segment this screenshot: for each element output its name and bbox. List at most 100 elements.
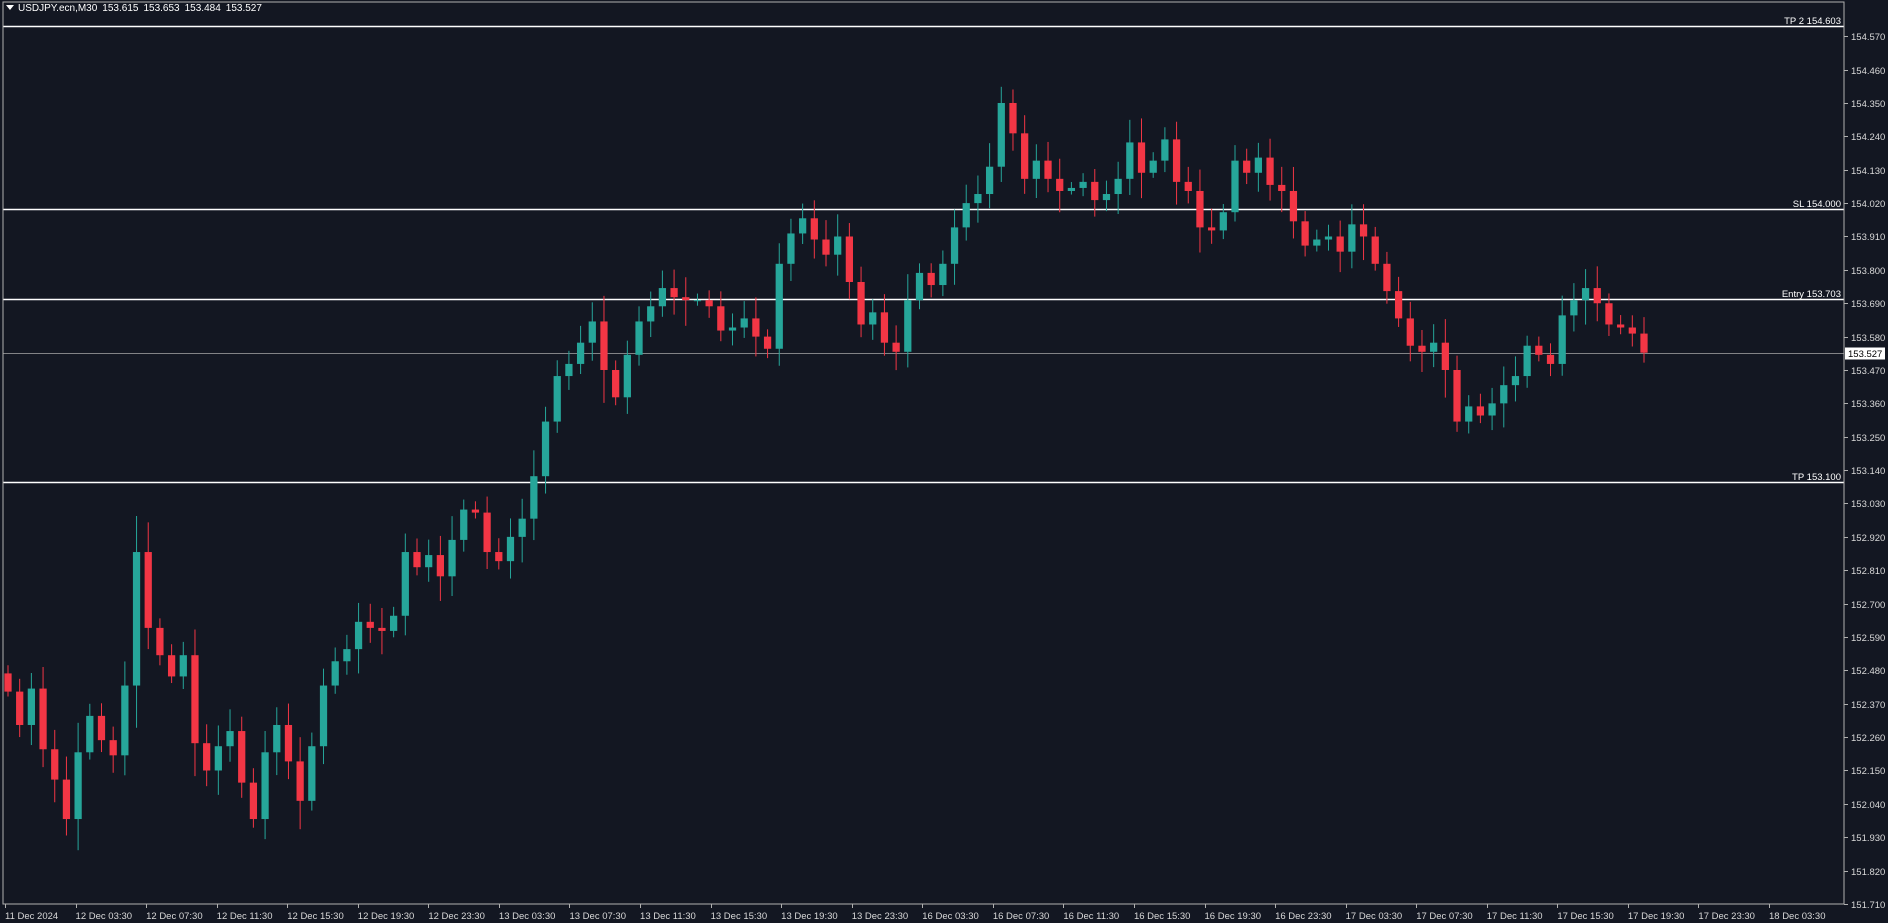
candle-body [950, 227, 959, 264]
price-tick-label: 154.240 [1851, 132, 1885, 143]
candle-body [495, 552, 503, 562]
candle-body [799, 218, 807, 234]
time-tick-label: 17 Dec 07:30 [1416, 911, 1473, 922]
price-tick-label: 154.570 [1851, 32, 1885, 43]
candle-body [191, 655, 199, 744]
candle-body [1628, 327, 1636, 334]
candle-body [1172, 139, 1181, 182]
candle-body [1114, 178, 1122, 195]
candle-body [1394, 291, 1403, 319]
price-tick-label: 152.810 [1851, 566, 1885, 577]
time-tick-label: 13 Dec 15:30 [711, 911, 768, 922]
candle-body [1359, 224, 1368, 237]
candle-body [1617, 324, 1625, 328]
candle-body [1102, 194, 1111, 201]
candle-body [962, 203, 970, 228]
candle-body [249, 782, 258, 820]
candle-body [1535, 345, 1543, 355]
candle-body [51, 749, 59, 780]
time-tick-label: 12 Dec 03:30 [76, 911, 133, 922]
price-tick-label: 153.470 [1851, 366, 1885, 377]
candle-body [974, 194, 982, 204]
candle-body [366, 621, 374, 628]
candle-body [308, 746, 316, 801]
candle-body [1044, 160, 1052, 179]
candle-body [1605, 303, 1613, 325]
candle-body [985, 166, 994, 195]
candle-body [1196, 190, 1204, 228]
candle-body [1254, 157, 1262, 173]
candle-body [623, 354, 631, 398]
time-tick-label: 16 Dec 23:30 [1275, 911, 1332, 922]
candle-body [4, 673, 12, 692]
candle-body [857, 282, 865, 325]
price-tick-label: 153.250 [1851, 433, 1885, 444]
low-value: 153.484 [184, 3, 221, 14]
candle-body [845, 236, 853, 283]
candle-body [343, 649, 351, 662]
price-tick-label: 152.480 [1851, 666, 1885, 677]
candle-body [1488, 403, 1496, 416]
candle-body [39, 688, 47, 750]
candle-body [647, 306, 655, 322]
price-tick-label: 152.700 [1851, 600, 1885, 611]
candle-body [1441, 342, 1449, 370]
candle-body [1137, 142, 1146, 173]
candle-body [296, 761, 304, 801]
candle-body [1593, 288, 1601, 304]
time-tick-label: 16 Dec 19:30 [1205, 911, 1262, 922]
price-tick-label: 152.370 [1851, 700, 1885, 711]
candle-body [460, 509, 468, 540]
candle-body [612, 369, 620, 398]
candle-body [728, 327, 737, 331]
price-tick-label: 154.130 [1851, 166, 1885, 177]
candle-body [413, 552, 421, 568]
price-tick-label: 153.910 [1851, 232, 1885, 243]
candle-body [822, 239, 830, 255]
time-tick-label: 12 Dec 07:30 [146, 911, 203, 922]
menu-triangle-icon[interactable] [6, 5, 14, 10]
candle-body [1243, 160, 1251, 173]
candle-body [1581, 288, 1590, 301]
candle-body [471, 509, 480, 513]
candle-body [1289, 190, 1298, 222]
candle-body [904, 300, 912, 352]
candle-body [273, 724, 281, 753]
candle-body [27, 688, 35, 725]
candle-body [203, 743, 211, 771]
price-tick-label: 153.030 [1851, 499, 1885, 510]
candle-body [763, 336, 772, 349]
candle-body [62, 779, 71, 820]
candle-body [752, 318, 760, 337]
price-tick-label: 152.150 [1851, 766, 1885, 777]
candle-body [541, 421, 550, 477]
candle-body [97, 715, 106, 741]
time-tick-label: 12 Dec 11:30 [217, 911, 273, 922]
time-tick-label: 13 Dec 07:30 [569, 911, 626, 922]
candle-body [132, 552, 141, 686]
candle-body [1219, 212, 1227, 231]
candle-body [1465, 406, 1473, 422]
candle-body [553, 376, 561, 422]
plot-frame [2, 1, 1845, 905]
candle-body [1266, 157, 1274, 185]
candle-body [997, 102, 1005, 167]
candle-body [1430, 342, 1438, 352]
price-tick-label: 154.350 [1851, 99, 1885, 110]
candle-body [880, 312, 889, 343]
level-label: Entry 153.703 [1782, 289, 1841, 300]
candle-body [588, 321, 596, 343]
price-tick-label: 153.580 [1851, 333, 1885, 344]
price-tick-label: 152.260 [1851, 733, 1885, 744]
chart-header: USDJPY.ecn,M30 153.615 153.653 153.484 153.5… [6, 3, 267, 14]
candle-body [1301, 221, 1309, 246]
price-tick-label: 151.930 [1851, 833, 1885, 844]
price-tick-label: 153.690 [1851, 299, 1885, 310]
time-tick-label: 13 Dec 03:30 [499, 911, 556, 922]
price-tick-label: 153.140 [1851, 466, 1885, 477]
candle-body [448, 539, 456, 577]
candle-body [927, 272, 935, 286]
candle-body [658, 288, 667, 307]
